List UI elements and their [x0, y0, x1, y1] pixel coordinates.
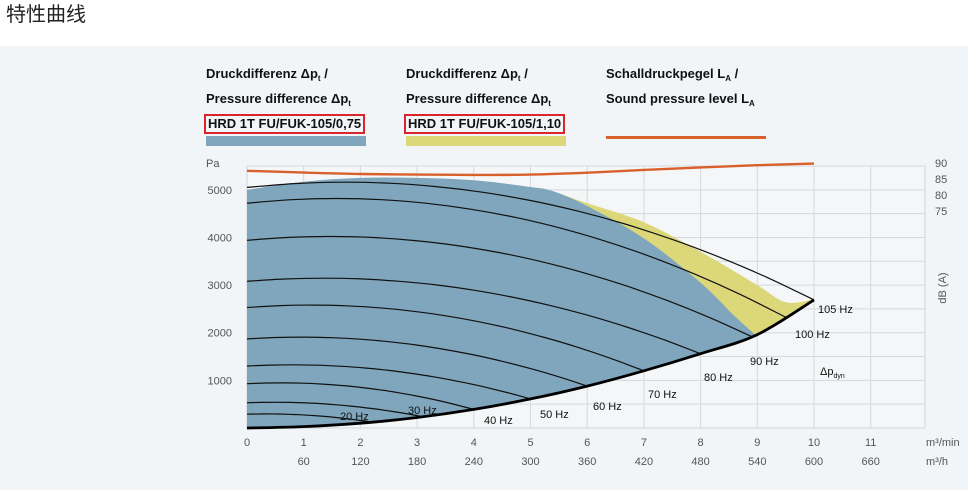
legend-label-line2: Sound pressure level LA [606, 91, 755, 108]
y2-tick-label: 75 [935, 206, 947, 218]
legend-label-line2: Pressure difference Δpt [406, 91, 551, 108]
page-title: 特性曲线 [6, 2, 86, 26]
x-tick-label: 11 [865, 437, 876, 449]
chart-labels: 20 Hz 30 Hz 40 Hz 50 Hz 60 Hz 70 Hz 80 Hz 90 Hz… [206, 158, 960, 468]
hz-label: 50 Hz [540, 409, 569, 421]
hz-curve [246, 277, 701, 355]
y-tick-label: 2000 [208, 328, 232, 340]
x-tick-label: 0 [244, 437, 250, 449]
legend-label-line2: Pressure difference Δpt [206, 91, 351, 108]
x-tick-label: 9 [754, 437, 760, 449]
chart-curves [246, 162, 815, 430]
x-tick-label-secondary: 420 [635, 456, 653, 468]
legend-swatch-orange-line [606, 136, 766, 139]
legend-label-line1: Druckdifferenz Δpt / [406, 66, 528, 83]
x-tick-label-secondary: 240 [465, 456, 483, 468]
y-tick-label: 5000 [208, 185, 232, 197]
page-header-bar: 特性曲线 [0, 0, 968, 46]
x-tick-label: 3 [414, 437, 420, 449]
x-tick-label: 5 [527, 437, 533, 449]
hz-label: 105 Hz [818, 304, 853, 316]
hz-curve [246, 382, 474, 410]
y2-tick-label: 90 [935, 158, 947, 170]
legend-label-line1: Druckdifferenz Δpt / [206, 66, 328, 83]
hz-label: 70 Hz [648, 389, 677, 401]
hz-curve [246, 413, 372, 423]
y-axis-unit-label: Pa [206, 158, 220, 170]
hz-label: 90 Hz [750, 356, 779, 368]
hz-curve [246, 336, 588, 387]
hz-curve [246, 304, 645, 372]
y2-tick-label: 80 [935, 190, 947, 202]
x-axis-unit-secondary: m³/h [926, 456, 948, 468]
hz-label: 80 Hz [704, 372, 733, 384]
y-tick-label: 1000 [208, 375, 232, 387]
x-tick-label: 1 [301, 437, 307, 449]
x-tick-label-secondary: 480 [691, 456, 709, 468]
x-tick-label: 8 [698, 437, 704, 449]
x-tick-label-secondary: 120 [351, 456, 369, 468]
x-tick-label: 6 [584, 437, 590, 449]
x-tick-label-secondary: 660 [862, 456, 880, 468]
x-tick-label-secondary: 600 [805, 456, 823, 468]
hz-label: 40 Hz [484, 415, 513, 427]
hz-label: 60 Hz [593, 401, 622, 413]
y-tick-label: 3000 [208, 280, 232, 292]
dyn-pressure-label: Δpdyn [820, 366, 845, 380]
legend-item-sound: Schalldruckpegel LA / Sound pressure lev… [606, 64, 781, 139]
y2-axis-label: dB (A) [937, 272, 949, 303]
x-tick-label-secondary: 60 [298, 456, 310, 468]
hz-curve [246, 401, 423, 418]
legend-model-label: HRD 1T FU/FUK-105/1,10 [404, 114, 566, 134]
hz-curve [246, 181, 815, 301]
x-tick-label: 7 [641, 437, 647, 449]
hz-curve [246, 197, 786, 318]
dynamic-pressure-curve [246, 298, 815, 430]
x-tick-label-secondary: 540 [748, 456, 766, 468]
hz-label: 20 Hz [340, 411, 369, 423]
legend-swatch-yellow [406, 136, 566, 146]
y2-tick-label: 85 [935, 174, 947, 186]
legend-swatch-blue [206, 136, 366, 146]
y-tick-label: 4000 [208, 232, 232, 244]
hz-curve [246, 235, 752, 338]
x-tick-label-secondary: 360 [578, 456, 596, 468]
legend-item-0-75: Druckdifferenz Δpt / Pressure difference… [204, 64, 381, 146]
hz-label: 100 Hz [795, 329, 830, 341]
x-tick-label-secondary: 180 [408, 456, 426, 468]
sound-pressure-curve [246, 162, 815, 177]
legend-label-line1: Schalldruckpegel LA / [606, 66, 739, 83]
legend-item-1-10: Druckdifferenz Δpt / Pressure difference… [404, 64, 581, 146]
hz-label: 30 Hz [408, 405, 437, 417]
x-tick-label: 2 [357, 437, 363, 449]
x-tick-label-secondary: 300 [521, 456, 539, 468]
hz-curve [246, 364, 531, 400]
x-axis-unit-primary: m³/min [926, 437, 960, 449]
x-tick-label: 10 [808, 437, 820, 449]
legend-model-label: HRD 1T FU/FUK-105/0,75 [204, 114, 366, 134]
x-tick-label: 4 [471, 437, 477, 449]
